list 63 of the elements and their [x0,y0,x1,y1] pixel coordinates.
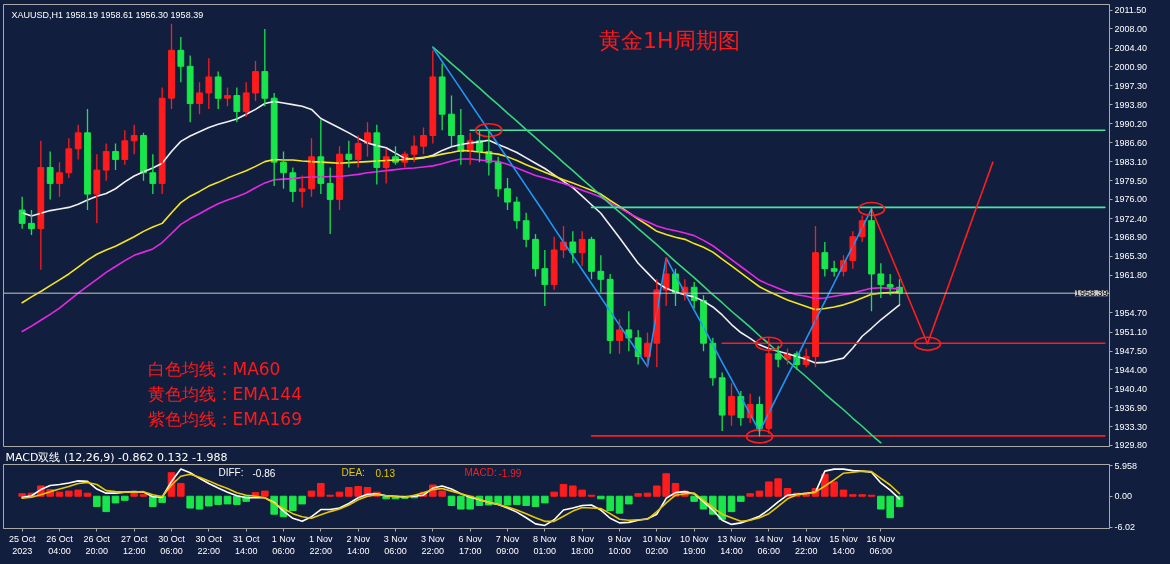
y-tick-label: 0.00 [1114,491,1133,502]
y-tick-label: 1990.20 [1114,118,1148,129]
x-tick-label: 6 Nov 17:00 [458,533,483,556]
y-tick-label: 1983.10 [1114,156,1148,167]
x-tick-label: 1 Nov 22:00 [309,533,334,556]
x-tick-label: 16 Nov 06:00 [866,533,896,556]
y-tick-label: 1940.40 [1114,383,1148,394]
x-tick-label: 14 Nov 06:00 [754,533,784,556]
x-tick-label: 30 Oct 22:00 [195,533,223,556]
y-tick-label: 2000.90 [1114,61,1148,72]
y-tick-label: 1972.40 [1114,213,1148,224]
y-tick-label: -6.02 [1114,522,1136,533]
text: MACD双线 (12,26,9) -0.862 0.132 -1.988 [5,451,228,464]
y-tick-label: 1993.80 [1114,99,1148,110]
y-tick-label: 1936.90 [1114,402,1148,413]
y-tick-label: 1929.80 [1114,440,1148,451]
x-tick-label: 2 Nov 14:00 [346,533,371,556]
series-label: MACD: [464,467,497,478]
y-tick-label: 2011.50 [1114,5,1147,16]
y-tick-label: 5.958 [1114,460,1138,471]
x-tick-label: 3 Nov 06:00 [383,533,408,556]
y-tick-label: 1968.90 [1114,232,1148,243]
text: XAUUSD,H1 1958.19 1958.61 1956.30 1958.39 [11,9,204,20]
annotation: 0.13 [375,467,396,479]
y-tick-label: 1979.50 [1114,175,1148,186]
y-tick-label: 1933.30 [1114,421,1148,432]
annotation: -0.86 [252,467,276,479]
x-tick-label: 31 Oct 14:00 [232,533,260,556]
annotation: 黄色均线：EMA144 [147,383,302,404]
x-tick-label: 25 Oct 2023 [8,533,36,556]
x-tick-label: 30 Oct 06:00 [158,533,186,556]
annotation: 紫色均线：EMA169 [147,408,302,429]
x-tick-label: 14 Nov 22:00 [791,533,821,556]
x-tick-label: 26 Oct 20:00 [83,533,111,556]
y-tick-label: 1954.70 [1114,307,1148,318]
series-label: DEA: [341,467,365,478]
y-tick-label: 1997.30 [1114,80,1148,91]
annotation: 白色均线：MA60 [147,358,281,379]
x-tick-label: 15 Nov 14:00 [829,533,859,556]
x-tick-label: 8 Nov 01:00 [533,533,558,556]
x-tick-label: 10 Nov 02:00 [642,533,672,556]
y-tick-label: 2008.00 [1114,24,1148,34]
x-tick-label: 3 Nov 22:00 [421,533,446,556]
x-tick-label: 7 Nov 09:00 [495,533,520,556]
x-tick-label: 26 Oct 04:00 [46,533,74,556]
x-tick-label: 1 Nov 06:00 [271,533,296,556]
y-tick-label: 2004.40 [1114,43,1148,54]
x-tick-label: 27 Oct 12:00 [120,533,148,556]
x-tick-label: 10 Nov 19:00 [679,533,709,556]
y-tick-label: 1947.50 [1114,346,1148,357]
annotation: -1.99 [498,467,522,479]
x-tick-label: 13 Nov 14:00 [717,533,747,556]
y-tick-label: 1976.00 [1114,194,1148,205]
series-label: DIFF: [218,467,244,478]
y-tick-label: 1965.30 [1114,251,1148,262]
text: 黄金1H周期图 [599,28,740,53]
y-tick-label: 1986.60 [1114,137,1148,148]
y-tick-label: 1944.00 [1114,364,1148,375]
y-tick-label: 1951.10 [1114,327,1148,338]
x-tick-label: 9 Nov 10:00 [607,533,632,556]
ref-line-label: 1958.39 [1074,288,1108,299]
y-tick-label: 1961.80 [1114,270,1148,281]
x-tick-label: 8 Nov 18:00 [570,533,595,556]
